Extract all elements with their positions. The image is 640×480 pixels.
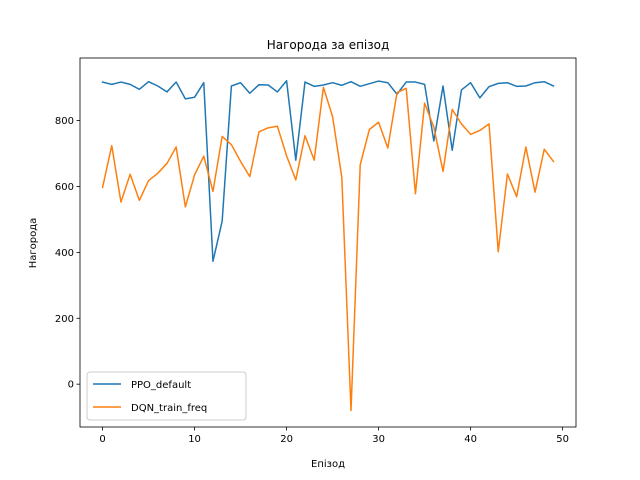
legend: PPO_default DQN_train_freq — [86, 371, 247, 421]
series-lines — [101, 79, 555, 412]
x-axis: 0 10 20 30 40 50 — [99, 427, 569, 445]
x-tick-label: 50 — [556, 434, 569, 445]
x-tick-label: 0 — [99, 434, 105, 445]
x-axis-label: Епізод — [311, 458, 345, 470]
legend-entry-dqn-train-freq: DQN_train_freq — [131, 403, 207, 414]
y-tick-label: 600 — [55, 182, 74, 193]
legend-frame — [86, 371, 247, 421]
x-tick-label: 30 — [372, 434, 385, 445]
y-tick-label: 800 — [55, 116, 74, 127]
series-line-ppo-default — [101, 79, 555, 263]
y-tick-label: 200 — [55, 314, 74, 325]
chart-title: Нагорода за епізод — [267, 38, 390, 52]
y-tick-label: 400 — [55, 248, 74, 259]
x-tick-label: 20 — [280, 434, 293, 445]
series-line-dqn-train-freq — [101, 86, 555, 412]
legend-entry-ppo-default: PPO_default — [131, 380, 191, 391]
plot-area — [79, 57, 577, 428]
x-tick-label: 10 — [188, 434, 201, 445]
x-tick-label: 40 — [464, 434, 477, 445]
axes-frame — [79, 57, 577, 428]
y-axis: 0 200 400 600 800 — [55, 116, 80, 391]
y-tick-label: 0 — [68, 380, 74, 391]
y-axis-label: Нагорода — [28, 218, 39, 269]
